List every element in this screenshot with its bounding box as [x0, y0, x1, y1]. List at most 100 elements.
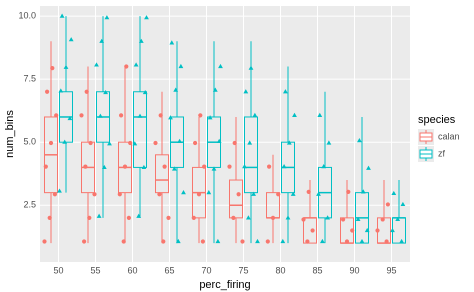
point — [126, 215, 131, 220]
point — [138, 38, 144, 43]
x-tick-label: 85 — [312, 265, 322, 275]
point — [355, 216, 361, 222]
panel — [40, 6, 410, 262]
point — [168, 115, 173, 120]
point — [136, 213, 142, 218]
point — [375, 228, 380, 233]
point — [198, 113, 203, 118]
point — [88, 140, 93, 146]
point — [399, 238, 404, 244]
x-tick-label: 80 — [275, 265, 285, 275]
point — [83, 164, 88, 169]
point — [243, 89, 249, 94]
point — [346, 189, 351, 194]
point — [59, 13, 65, 18]
point — [276, 192, 281, 197]
point — [390, 227, 395, 233]
legend-label: calan — [438, 131, 460, 141]
point — [267, 164, 272, 169]
point — [181, 190, 186, 195]
point — [158, 113, 163, 118]
point — [218, 63, 223, 69]
box — [244, 116, 258, 194]
point — [67, 115, 73, 121]
point — [58, 88, 64, 93]
point — [43, 164, 48, 169]
point — [364, 227, 370, 233]
point — [57, 188, 62, 193]
point — [161, 239, 166, 244]
point — [212, 87, 218, 92]
point — [133, 62, 139, 67]
y-tick-label: 5.0 — [23, 137, 36, 147]
point — [42, 239, 47, 244]
point — [153, 140, 158, 146]
point — [84, 89, 89, 94]
point — [286, 140, 292, 145]
point — [281, 164, 287, 169]
point — [283, 89, 288, 94]
point — [104, 15, 110, 20]
point — [119, 113, 124, 118]
point — [63, 64, 69, 69]
point — [132, 141, 138, 146]
point — [45, 89, 50, 94]
point — [248, 65, 254, 70]
point — [306, 189, 311, 194]
point — [200, 239, 205, 244]
point — [206, 190, 212, 195]
point — [191, 215, 196, 220]
point — [169, 40, 175, 45]
point — [247, 140, 253, 145]
point — [216, 138, 222, 143]
point — [103, 89, 108, 95]
point — [166, 215, 171, 220]
point — [240, 239, 245, 244]
point — [400, 201, 406, 207]
point — [385, 202, 390, 207]
legend-title: species — [418, 114, 456, 126]
y-axis-title: num_bins — [4, 110, 16, 158]
point — [82, 239, 87, 244]
y-tick-label: 2.5 — [23, 200, 36, 210]
point — [310, 228, 315, 233]
y-tick-label: 7.5 — [23, 74, 36, 84]
point — [317, 112, 323, 117]
point — [391, 190, 397, 196]
point — [316, 191, 321, 196]
point — [141, 164, 147, 170]
point — [320, 238, 325, 244]
point — [360, 189, 366, 194]
point — [162, 164, 167, 169]
point — [207, 115, 213, 120]
point — [122, 164, 128, 169]
point — [366, 165, 371, 170]
box — [155, 154, 169, 194]
point — [79, 113, 84, 118]
point — [252, 112, 258, 117]
point — [124, 64, 129, 69]
point — [395, 216, 401, 222]
point — [193, 140, 198, 146]
point — [173, 87, 179, 92]
point — [202, 164, 207, 169]
point — [305, 239, 310, 244]
x-tick-label: 90 — [349, 265, 359, 275]
point — [255, 238, 260, 244]
point — [350, 228, 355, 233]
point — [236, 192, 241, 197]
point — [211, 166, 217, 171]
point — [344, 239, 350, 244]
point — [232, 140, 237, 146]
point — [87, 215, 92, 220]
point — [301, 217, 306, 222]
x-tick-label: 70 — [201, 265, 211, 275]
point — [177, 138, 182, 143]
point — [62, 139, 68, 144]
x-axis-title: perc_firing — [199, 279, 250, 291]
point — [196, 192, 202, 197]
point — [52, 192, 58, 197]
point — [246, 215, 251, 220]
point — [227, 164, 232, 169]
